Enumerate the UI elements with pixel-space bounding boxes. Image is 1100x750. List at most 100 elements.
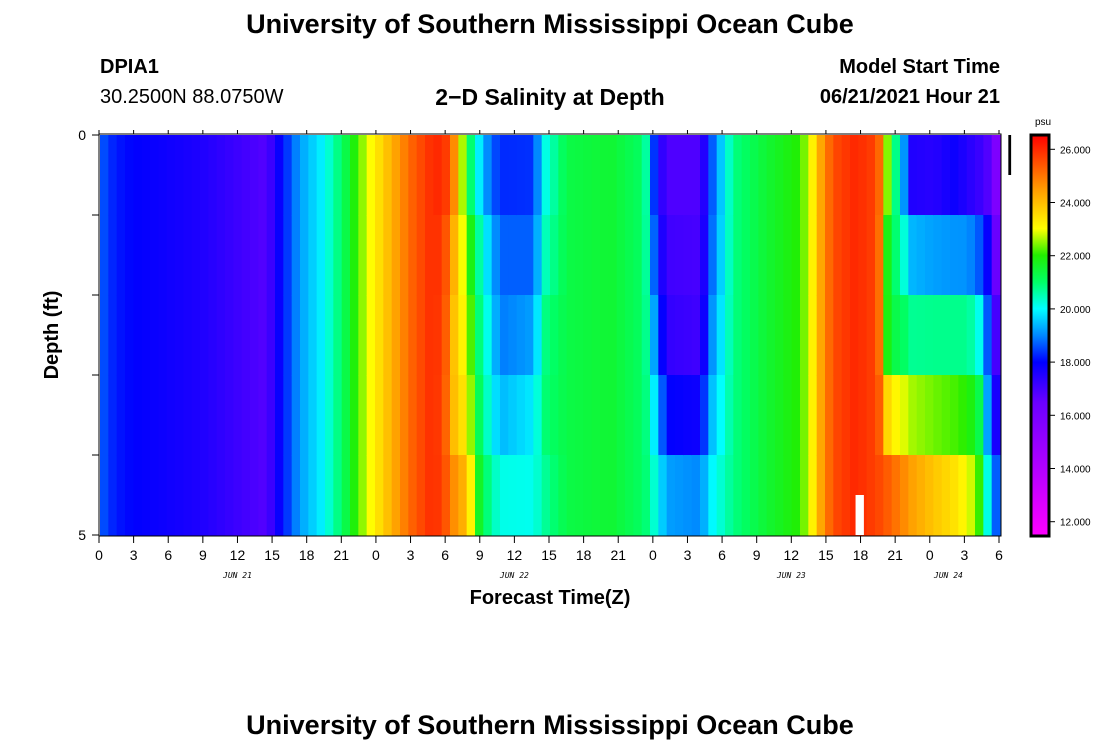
heatmap-cell — [483, 375, 493, 456]
heatmap-cell — [991, 295, 1001, 376]
heatmap-cell — [525, 215, 534, 296]
heatmap-cell — [850, 215, 859, 296]
heatmap-cell — [358, 135, 368, 216]
heatmap-cell — [758, 215, 768, 296]
heatmap-cell — [500, 295, 509, 376]
heatmap-cell — [650, 295, 659, 376]
heatmap-cell — [516, 295, 526, 376]
heatmap-cell — [350, 295, 359, 376]
heatmap-cell — [233, 375, 243, 456]
heatmap-cell — [633, 135, 643, 216]
heatmap-cell — [716, 375, 726, 456]
heatmap-cell — [491, 375, 501, 456]
heatmap-cell — [925, 135, 934, 216]
heatmap-cell — [883, 455, 893, 536]
heatmap-cell — [641, 375, 651, 456]
heatmap-cell — [891, 215, 901, 296]
heatmap-cell — [641, 135, 651, 216]
heatmap-cell — [291, 455, 301, 536]
colorbar: psu 12.000 14.000 16.000 18.000 20.000 22.000… — [1029, 117, 1091, 538]
heatmap-cell — [375, 455, 384, 536]
heatmap-cell — [541, 455, 551, 536]
heatmap-cell — [950, 295, 959, 376]
heatmap-cell — [441, 375, 451, 456]
heatmap-cell — [991, 135, 1001, 216]
heatmap-cell — [583, 135, 593, 216]
heatmap-cell — [566, 455, 576, 536]
heatmap-cell — [308, 375, 318, 456]
heatmap-cell — [650, 135, 659, 216]
heatmap-cell — [133, 295, 143, 376]
heatmap-cell — [858, 375, 868, 456]
heatmap-cell — [841, 295, 851, 376]
heatmap-cell — [891, 135, 901, 216]
heatmap-cell — [200, 375, 209, 456]
heatmap-cell — [966, 135, 976, 216]
heatmap-cell — [441, 135, 451, 216]
heatmap-cell — [425, 375, 434, 456]
heatmap-cell — [716, 295, 726, 376]
heatmap-cell — [933, 215, 943, 296]
heatmap-cell — [833, 135, 843, 216]
heatmap-cell — [583, 215, 593, 296]
heatmap-cell — [625, 455, 634, 536]
heatmap-cell — [975, 375, 984, 456]
heatmap-cell — [650, 455, 659, 536]
heatmap-cell — [891, 295, 901, 376]
heatmap-cell — [225, 455, 234, 536]
heatmap-cell — [908, 135, 918, 216]
heatmap-cell — [391, 215, 401, 296]
y-tick-label: 5 — [78, 527, 86, 543]
heatmap-cell — [250, 135, 259, 216]
heatmap-cell — [866, 295, 876, 376]
heatmap-cell — [958, 135, 968, 216]
heatmap-cell — [975, 215, 984, 296]
heatmap-cells — [100, 135, 1001, 536]
heatmap-cell — [858, 295, 868, 376]
heatmap-cell — [366, 215, 376, 296]
heatmap-cell — [583, 295, 593, 376]
heatmap-cell — [141, 375, 151, 456]
date-label: JUN 21 — [222, 571, 252, 580]
heatmap-cell — [283, 295, 293, 376]
heatmap-cell — [558, 295, 568, 376]
heatmap-cell — [641, 295, 651, 376]
heatmap-cell — [333, 375, 343, 456]
x-tick-label: 15 — [264, 547, 280, 563]
heatmap-cell — [191, 135, 201, 216]
heatmap-cell — [266, 295, 276, 376]
heatmap-cell — [283, 135, 293, 216]
heatmap-cell — [325, 375, 334, 456]
heatmap-cell — [750, 455, 759, 536]
heatmap-cell — [508, 455, 518, 536]
heatmap-cell — [691, 455, 701, 536]
heatmap-cell — [466, 295, 476, 376]
heatmap-cell — [366, 135, 376, 216]
heatmap-cell — [541, 135, 551, 216]
heatmap-cell — [475, 135, 484, 216]
heatmap-cell — [183, 135, 193, 216]
heatmap-cell — [191, 455, 201, 536]
heatmap-cell — [775, 135, 784, 216]
heatmap-cell — [791, 135, 801, 216]
heatmap-cell — [916, 295, 926, 376]
heatmap-cell — [600, 215, 609, 296]
heatmap-cell — [708, 215, 718, 296]
heatmap-cell — [391, 295, 401, 376]
heatmap-cell — [241, 135, 251, 216]
heatmap-cell — [925, 375, 934, 456]
heatmap-cell — [691, 375, 701, 456]
heatmap-cell — [825, 375, 834, 456]
heatmap-cell — [516, 215, 526, 296]
heatmap-cell — [783, 375, 793, 456]
heatmap-cell — [175, 215, 184, 296]
station-id: DPIA1 — [100, 56, 159, 78]
heatmap-cell — [675, 455, 684, 536]
heatmap-cell — [350, 455, 359, 536]
heatmap-cell — [708, 455, 718, 536]
heatmap-cell — [875, 135, 884, 216]
heatmap-cell — [975, 455, 984, 536]
heatmap-cell — [533, 295, 543, 376]
heatmap-cell — [725, 455, 734, 536]
